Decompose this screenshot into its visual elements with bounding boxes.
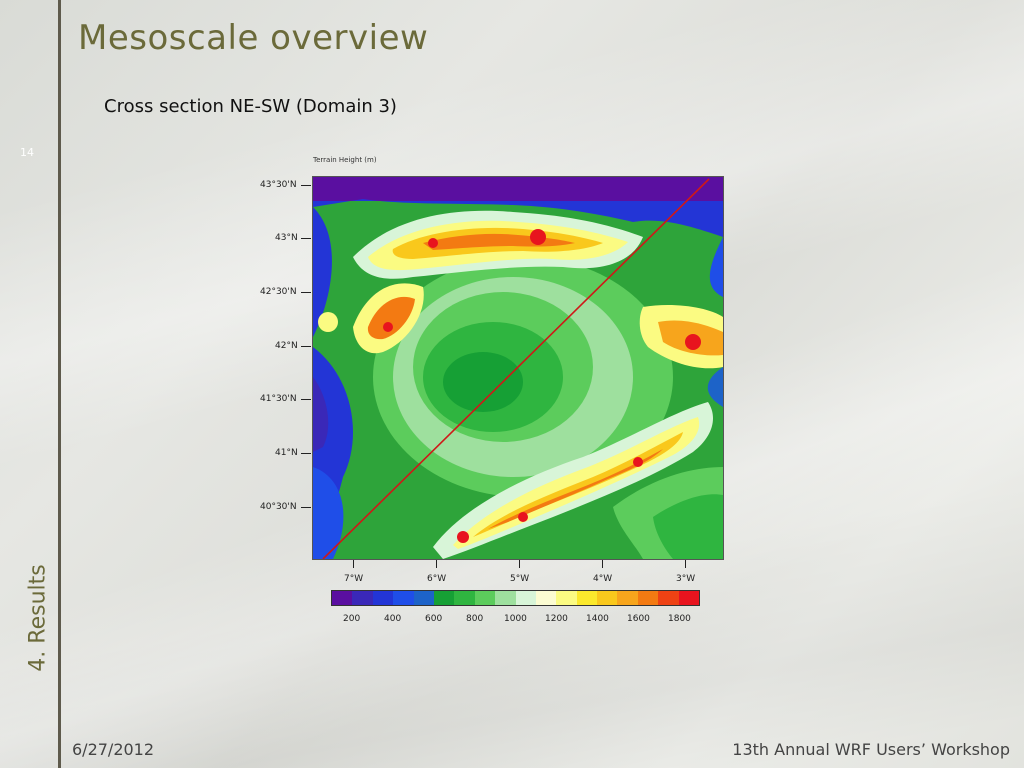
colorbar-swatch	[372, 591, 394, 605]
x-tick-mark	[685, 560, 686, 568]
colorbar-swatch	[413, 591, 434, 605]
colorbar-label: 200	[343, 614, 361, 624]
section-label-text: 4. Results	[25, 563, 51, 672]
side-rule	[58, 0, 61, 768]
colorbar-swatch	[678, 591, 700, 605]
figure-title: Terrain Height (m)	[313, 156, 377, 164]
footer-event: 13th Annual WRF Users’ Workshop	[732, 740, 1010, 759]
slide-number: 14	[20, 146, 34, 159]
y-tick-mark	[301, 185, 311, 186]
colorbar-label: 1000	[504, 614, 527, 624]
y-tick-label: 43°30'N	[260, 180, 297, 190]
colorbar-swatch	[433, 591, 455, 605]
colorbar-label: 1200	[545, 614, 568, 624]
colorbar-label: 600	[425, 614, 443, 624]
colorbar-swatch	[576, 591, 598, 605]
x-tick-mark	[353, 560, 354, 568]
terrain-map	[312, 176, 724, 560]
x-tick-label: 7°W	[344, 574, 364, 584]
colorbar-swatch	[617, 591, 638, 605]
x-tick-label: 4°W	[593, 574, 613, 584]
x-tick-label: 6°W	[427, 574, 447, 584]
colorbar-swatch	[352, 591, 373, 605]
colorbar-label: 1800	[668, 614, 691, 624]
cross-section-line	[322, 178, 710, 559]
colorbar-swatch	[454, 591, 475, 605]
footer-date: 6/27/2012	[72, 740, 155, 759]
y-tick-label: 42°N	[275, 341, 298, 351]
colorbar-label: 1600	[627, 614, 650, 624]
colorbar-swatch	[495, 591, 516, 605]
y-tick-mark	[301, 453, 311, 454]
y-tick-label: 42°30'N	[260, 287, 297, 297]
y-tick-label: 41°30'N	[260, 394, 297, 404]
colorbar-swatch	[332, 591, 353, 605]
colorbar-label: 1400	[586, 614, 609, 624]
terrain-map-svg	[313, 177, 723, 559]
y-tick-mark	[301, 238, 311, 239]
colorbar-swatch	[515, 591, 536, 605]
y-tick-mark	[301, 399, 311, 400]
colorbar-swatch	[597, 591, 618, 605]
colorbar-swatch	[474, 591, 496, 605]
colorbar-label: 800	[466, 614, 484, 624]
colorbar-swatch	[658, 591, 679, 605]
y-tick-label: 43°N	[275, 233, 298, 243]
y-tick-mark	[301, 507, 311, 508]
y-tick-mark	[301, 346, 311, 347]
x-tick-mark	[602, 560, 603, 568]
x-tick-label: 5°W	[510, 574, 530, 584]
colorbar-swatch	[393, 591, 414, 605]
x-tick-mark	[519, 560, 520, 568]
y-tick-mark	[301, 292, 311, 293]
colorbar	[331, 590, 701, 606]
x-tick-label: 3°W	[676, 574, 696, 584]
slide-title: Mesoscale overview	[78, 18, 429, 58]
y-tick-label: 41°N	[275, 448, 298, 458]
x-tick-mark	[436, 560, 437, 568]
colorbar-swatch	[535, 591, 557, 605]
colorbar-swatch	[637, 591, 659, 605]
colorbar-swatch	[556, 591, 577, 605]
section-label: 4. Results	[18, 560, 58, 675]
slide-subtitle: Cross section NE-SW (Domain 3)	[104, 96, 397, 117]
y-tick-label: 40°30'N	[260, 502, 297, 512]
colorbar-label: 400	[384, 614, 402, 624]
